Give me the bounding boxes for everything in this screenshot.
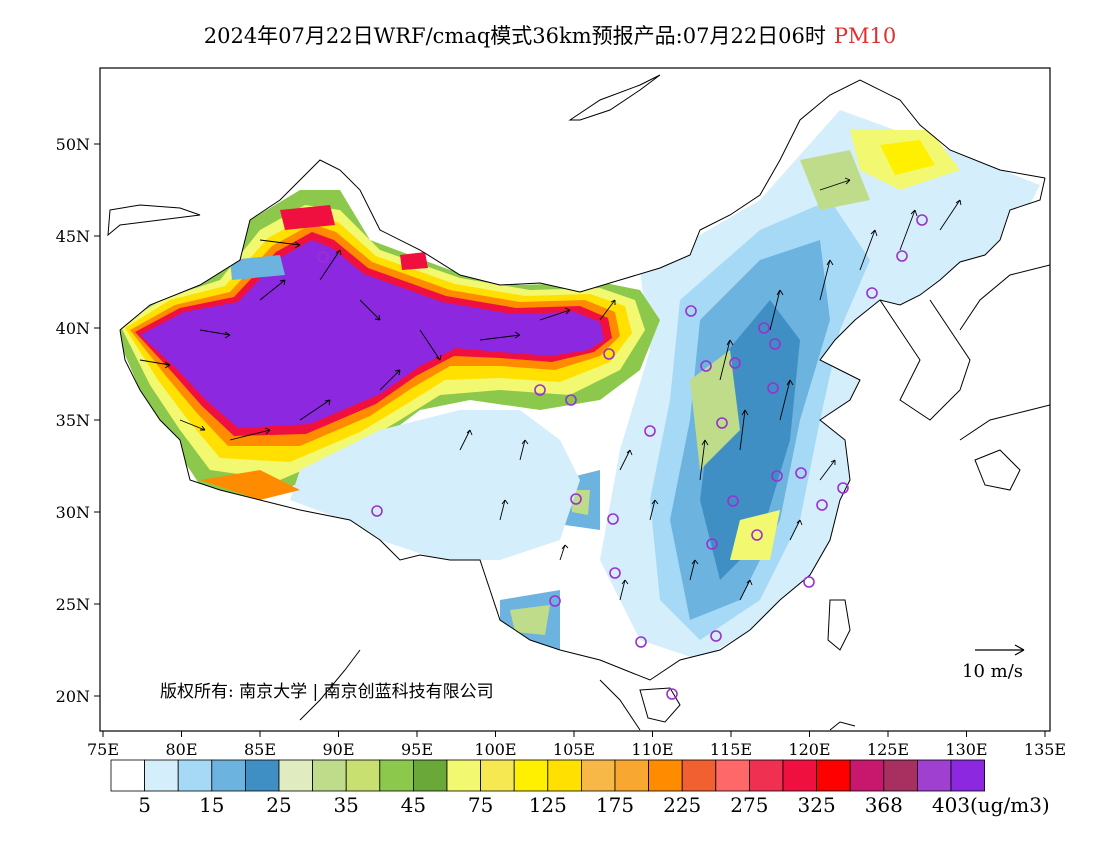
colorbar-swatch [345,759,381,792]
lon-tick-label: 80E [165,740,197,759]
wind-reference-label: 10 m/s [962,661,1023,682]
colorbar-tick-label: 125 [528,793,567,817]
colorbar-unit: (ug/m3) [970,793,1050,817]
map-title: 2024年07月22日WRF/cmaq模式36km预报产品:07月22日06时 P… [0,20,1100,50]
lon-tick-label: 130E [945,740,987,759]
wind-vectors [139,177,962,601]
coastline-boundaries [107,74,1050,731]
colorbar-tick-label: 35 [333,793,359,817]
lat-tick-label: 25N [56,595,90,614]
colorbar-swatch [883,759,918,792]
colorbar-swatch [950,759,985,792]
lon-tick-label: 75E [87,740,119,759]
longitude-axis: 75E 80E 85E 90E 95E 100E 105E 110E 115E 120E 125E 1… [87,731,1066,759]
colorbar-swatch [849,759,885,792]
lon-tick-label: 110E [631,740,673,759]
colorbar-swatch [581,759,616,792]
colorbar-swatch [816,759,851,792]
colorbar-swatch [278,759,313,792]
colorbar-swatch [715,759,750,792]
colorbar-swatch [446,759,481,792]
lat-tick-label: 35N [56,411,90,430]
city-markers [317,214,928,700]
colorbar-tick-label: 45 [400,793,427,817]
colorbar-tick-label: 75 [467,793,494,817]
colorbar-tick-label: 325 [797,793,836,817]
colorbar-swatch [614,759,649,792]
lon-tick-label: 100E [474,740,516,759]
colorbar-swatch [144,759,179,792]
colorbar-tick-label: 225 [663,793,702,817]
lat-tick-label: 30N [56,503,90,522]
colorbar-swatch [513,759,549,792]
colorbar-tick-label: 175 [595,793,635,817]
title-main: 2024年07月22日WRF/cmaq模式36km预报产品:07月22日06时 [203,24,826,48]
lon-tick-label: 85E [244,740,276,759]
colorbar-swatch [379,759,414,792]
lat-tick-label: 20N [56,687,90,706]
title-variable: PM10 [833,24,897,48]
lon-tick-label: 105E [553,740,595,759]
colorbar-swatch [480,759,515,792]
colorbar-swatch [177,759,213,792]
map-frame [99,67,1051,732]
colorbar [110,759,985,792]
lon-tick-label: 125E [867,740,909,759]
wind-reference: 10 m/s [962,644,1025,682]
colorbar-swatch [681,759,717,792]
colorbar-swatch [917,759,952,792]
colorbar-swatch [211,759,246,792]
lon-tick-label: 90E [322,740,354,759]
copyright-text: 版权所有: 南京大学 | 南京创蓝科技有限公司 [160,682,494,702]
colorbar-swatch [749,759,784,792]
colorbar-swatch [312,759,347,792]
colorbar-swatch [412,759,448,792]
lat-tick-label: 50N [56,135,90,154]
colorbar-tick-label: 275 [730,793,769,817]
lon-tick-label: 120E [788,740,830,759]
colorbar-swatch [244,759,280,792]
pm10-field [120,80,1045,680]
colorbar-swatch [110,759,145,792]
colorbar-swatch [648,759,683,792]
latitude-axis: 50N 45N 40N 35N 30N 25N 20N [56,135,100,706]
colorbar-tick-label: 368 [864,793,903,817]
colorbar-tick-label: 15 [199,793,225,817]
colorbar-swatch [782,759,817,792]
lon-tick-label: 135E [1024,740,1066,759]
colorbar-tick-label: 403 [931,793,971,817]
lat-tick-label: 45N [56,227,90,246]
lon-tick-label: 95E [401,740,433,759]
lat-tick-label: 40N [56,319,90,338]
lon-tick-label: 115E [710,740,752,759]
colorbar-tick-label: 5 [138,793,151,817]
colorbar-swatch [547,759,582,792]
colorbar-tick-label: 25 [266,793,292,817]
